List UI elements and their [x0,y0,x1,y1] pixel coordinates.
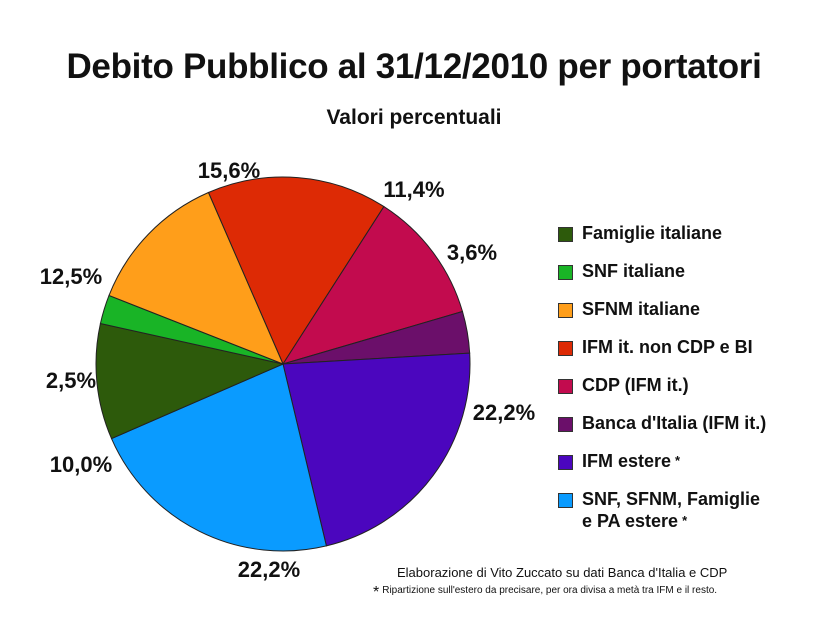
legend-swatch [558,227,573,242]
legend-label: SFNM italiane [582,299,701,319]
legend-swatch [558,455,573,470]
legend-swatch [558,341,573,356]
slice-value-label: 2,5% [46,368,96,393]
legend-swatch [558,379,573,394]
pie-slice [281,205,464,365]
legend-label: SNF italiane [582,261,686,281]
legend-swatch [558,493,573,508]
legend-note-marker: * [682,513,688,528]
legend-swatch [558,265,573,280]
chart-subtitle: Valori percentuali [326,106,502,129]
pie-slice [207,176,385,366]
slice-value-label: 22,2% [238,557,300,582]
pie-slice [282,352,471,547]
credit-text: Elaborazione di Vito Zuccato su dati Ban… [397,565,728,580]
legend-label: SNF, SFNM, Famiglie e PA estere * [582,489,761,531]
slice-value-label: 3,6% [447,240,497,265]
legend-label: Banca d'Italia (IFM it.) [582,413,767,433]
legend-label: IFM it. non CDP e BI [582,337,753,357]
legend-label: CDP (IFM it.) [582,375,689,395]
legend-note-marker: * [675,453,681,468]
slice-value-label: 22,2% [473,400,535,425]
footnote-text: Ripartizione sull'estero da precisare, p… [382,585,718,596]
slice-value-label: 12,5% [40,264,102,289]
slice-value-label: 11,4% [383,177,444,202]
legend-label: IFM estere * [582,451,681,471]
pie-slice [110,363,328,552]
legend-label: Famiglie italiane [582,223,723,243]
legend-swatch [558,303,573,318]
slice-value-label: 15,6% [198,158,260,183]
pie-slice [95,322,285,440]
pie-slice [108,191,284,365]
legend-swatch [558,417,573,432]
chart-title: Debito Pubblico al 31/12/2010 per portat… [66,47,762,86]
footnote-marker: * [373,584,380,601]
footnote: * Ripartizione sull'estero da precisare, … [373,584,717,602]
slice-value-label: 10,0% [50,452,112,477]
